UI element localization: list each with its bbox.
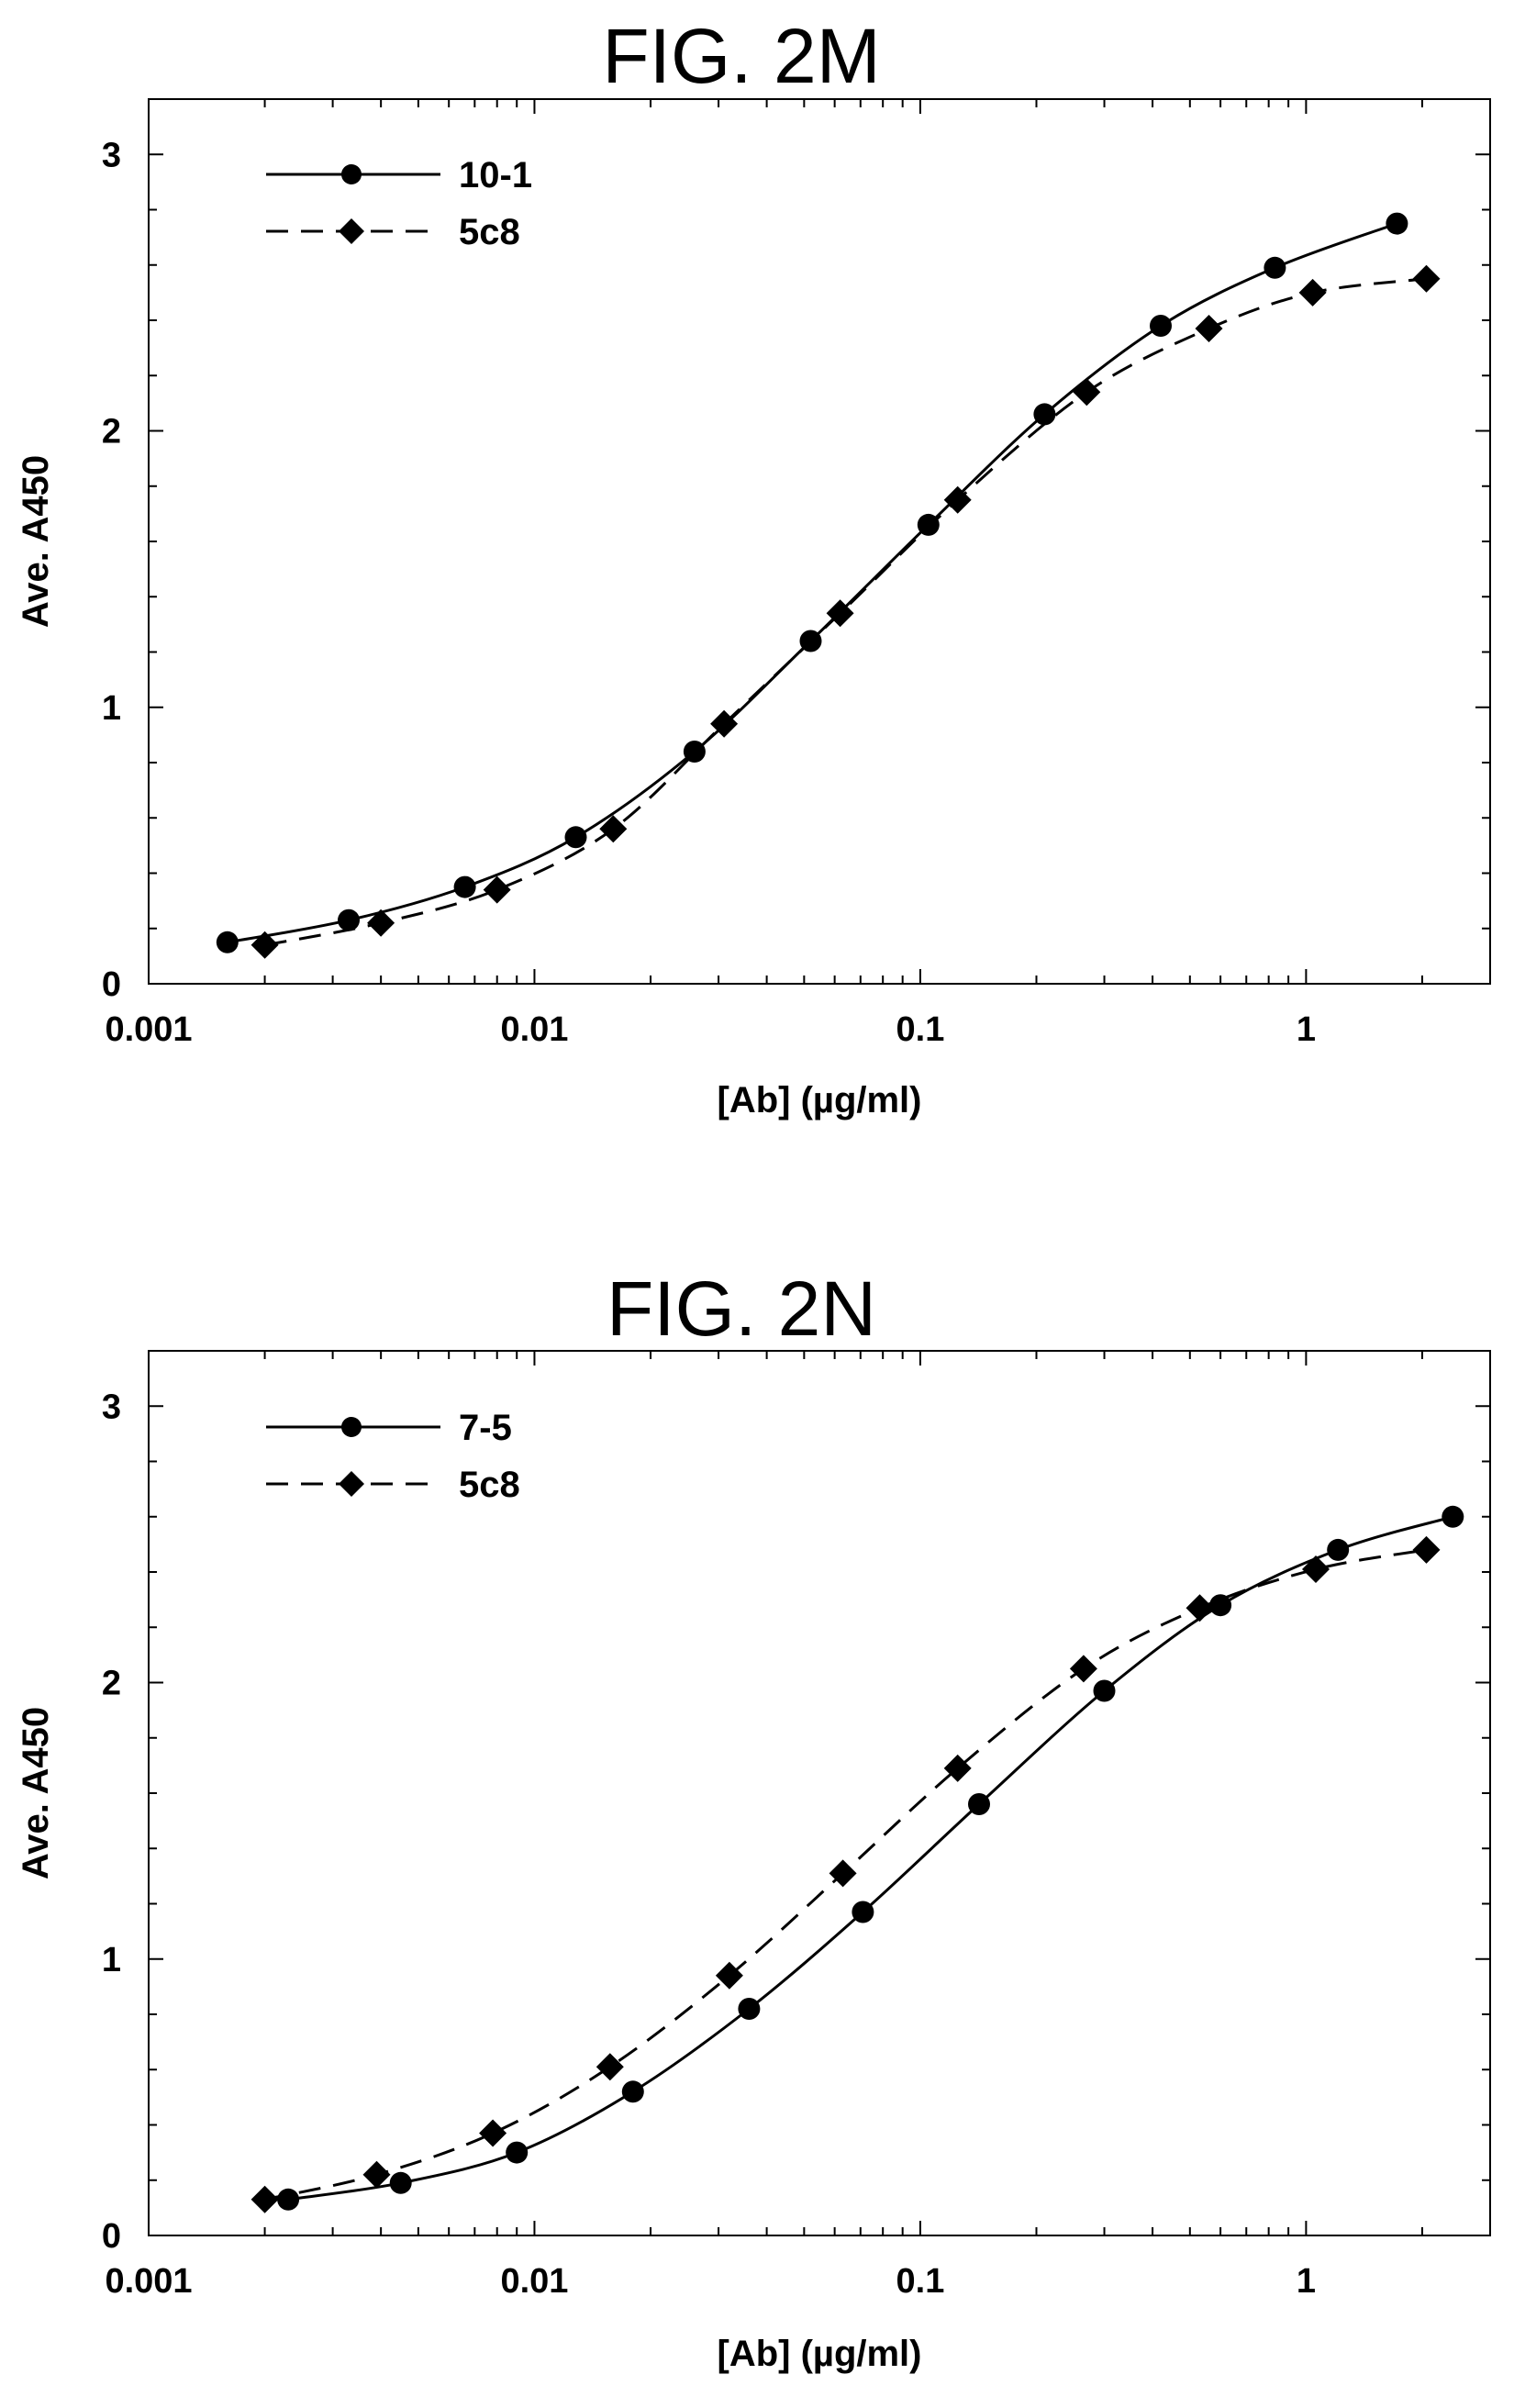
data-point-circle <box>968 1793 990 1815</box>
y-tick-label: 2 <box>102 413 121 452</box>
data-point-diamond <box>1186 1594 1214 1622</box>
y-tick-label: 3 <box>102 1388 121 1426</box>
y-axis-label: Ave. A450 <box>16 1707 56 1879</box>
data-point-circle <box>1442 1505 1464 1528</box>
data-point-diamond <box>367 909 395 937</box>
y-axis-label: Ave. A450 <box>16 455 56 628</box>
data-point-diamond <box>1298 278 1327 307</box>
series-markers <box>250 1505 1464 2213</box>
axis-ticks: 0.001 0.01 0.1 1 0 1 2 3 <box>102 98 1491 1049</box>
series-line-1 <box>227 222 1397 944</box>
axis-ticks: 0.001 0.01 0.1 1 0 1 2 3 <box>102 1350 1491 2301</box>
x-tick-label: 0.001 <box>105 1010 192 1049</box>
data-point-diamond <box>1412 1535 1441 1564</box>
series-markers <box>216 212 1441 959</box>
x-axis-label: [Ab] (µg/ml) <box>718 1080 922 1120</box>
x-tick-label: 1 <box>1297 1010 1316 1049</box>
x-tick-label: 1 <box>1297 2262 1316 2301</box>
x-tick-label: 0.01 <box>500 1010 568 1049</box>
data-point-diamond <box>479 2119 507 2147</box>
x-tick-label: 0.001 <box>105 2262 192 2301</box>
data-point-diamond <box>710 709 739 738</box>
x-tick-label: 0.01 <box>500 2262 568 2301</box>
data-point-circle <box>1327 1538 1350 1561</box>
data-point-diamond <box>483 875 511 904</box>
data-point-circle <box>338 909 360 931</box>
data-point-circle <box>453 875 476 898</box>
series-curves <box>227 222 1427 947</box>
data-point-circle <box>506 2141 529 2164</box>
data-point-diamond <box>250 2185 279 2213</box>
y-tick-label: 2 <box>102 1665 121 1703</box>
data-point-circle <box>738 1998 761 2020</box>
data-point-circle <box>1093 1679 1116 1702</box>
data-point-diamond <box>715 1961 743 1990</box>
chart-title: FIG. 2M <box>602 13 880 99</box>
y-tick-label: 1 <box>102 1941 121 1979</box>
chart-fig-2n: FIG. 2N 0.001 0.01 0.1 1 0 1 2 3 7-5 5c8 Ave. A… <box>16 1265 1491 2374</box>
data-point-circle <box>1150 315 1172 337</box>
data-point-diamond <box>943 485 972 514</box>
chart-fig-2m: FIG. 2M 0.001 0.01 0.1 1 0 1 2 3 10-1 5c8 Ave. … <box>16 13 1491 1120</box>
data-point-diamond <box>1302 1555 1330 1583</box>
data-point-circle <box>799 630 822 652</box>
data-point-circle <box>1033 403 1056 426</box>
data-point-diamond <box>943 1754 972 1782</box>
data-point-circle <box>277 2188 300 2211</box>
chart-title: FIG. 2N <box>607 1265 876 1352</box>
data-point-diamond <box>599 815 628 843</box>
data-point-diamond <box>1073 378 1101 407</box>
x-tick-label: 0.1 <box>896 2262 945 2301</box>
data-point-diamond <box>362 2160 391 2189</box>
data-point-diamond <box>829 1859 857 1888</box>
data-point-diamond <box>1412 264 1441 293</box>
data-point-circle <box>852 1901 874 1923</box>
legend-label-series-2: 5c8 <box>459 1465 520 1505</box>
data-point-diamond <box>826 599 854 628</box>
data-point-circle <box>1386 212 1408 235</box>
data-point-diamond <box>596 2053 624 2081</box>
data-point-circle <box>683 741 706 763</box>
y-tick-label: 3 <box>102 136 121 174</box>
legend-label-series-2: 5c8 <box>459 212 520 252</box>
data-point-circle <box>621 2080 644 2103</box>
data-point-circle <box>216 931 239 953</box>
legend-diamond-marker <box>339 1471 364 1497</box>
x-axis-label: [Ab] (µg/ml) <box>718 2334 922 2374</box>
data-point-diamond <box>1195 315 1223 342</box>
legend-diamond-marker <box>339 218 364 244</box>
y-tick-label: 0 <box>102 2217 121 2256</box>
x-tick-label: 0.1 <box>896 1010 945 1049</box>
legend-circle-marker <box>341 1417 362 1437</box>
legend-label-series-1: 7-5 <box>459 1408 512 1448</box>
data-point-diamond <box>250 931 279 959</box>
legend-label-series-1: 10-1 <box>459 155 532 195</box>
legend-circle-marker <box>341 164 362 184</box>
data-point-circle <box>564 826 587 849</box>
legend: 10-1 5c8 <box>266 155 532 252</box>
series-line-1 <box>287 1515 1453 2202</box>
data-point-diamond <box>1069 1655 1097 1683</box>
data-point-circle <box>389 2171 412 2194</box>
data-point-circle <box>1264 256 1286 279</box>
data-point-circle <box>917 513 940 536</box>
y-tick-label: 0 <box>102 965 121 1004</box>
y-tick-label: 1 <box>102 689 121 728</box>
series-curves <box>264 1515 1453 2202</box>
legend: 7-5 5c8 <box>266 1408 520 1505</box>
data-point-circle <box>1209 1594 1232 1617</box>
